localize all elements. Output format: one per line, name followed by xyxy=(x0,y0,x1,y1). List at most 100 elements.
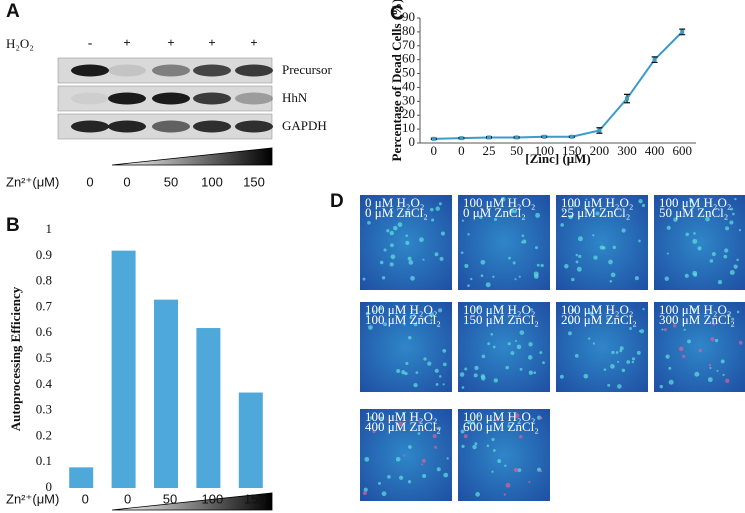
cell xyxy=(481,354,486,359)
cell xyxy=(364,456,370,462)
dose-label: Zn²⁺(μM) xyxy=(6,174,59,189)
cell xyxy=(381,491,387,497)
cell xyxy=(405,361,409,366)
cell xyxy=(534,246,539,250)
cell xyxy=(540,263,544,268)
cell xyxy=(439,256,444,261)
blot-band xyxy=(108,120,146,133)
cell xyxy=(610,272,616,278)
cell xyxy=(634,276,639,281)
cell xyxy=(697,246,702,251)
cell xyxy=(427,361,432,366)
cell xyxy=(417,432,421,435)
cell xyxy=(603,368,607,371)
cell xyxy=(730,207,734,211)
cell xyxy=(435,426,438,430)
cell xyxy=(592,234,595,237)
gradient-wedge xyxy=(111,492,273,511)
cell xyxy=(659,384,663,389)
cell xyxy=(673,217,678,222)
cell xyxy=(520,241,524,244)
bar xyxy=(154,299,178,488)
micrograph-label: 100 μM H₂O₂ xyxy=(365,302,437,317)
y-tick-label: 80 xyxy=(402,23,415,38)
cell xyxy=(510,351,515,355)
cell xyxy=(512,261,516,265)
x-tick-label: 50 xyxy=(163,491,177,506)
cell xyxy=(621,228,626,233)
cell xyxy=(710,337,715,342)
dose-value: 0 xyxy=(86,174,93,189)
panel-letter: D xyxy=(330,191,344,212)
micrograph-label: 0 μM H₂O₂ xyxy=(365,195,424,210)
y-tick-label: 70 xyxy=(402,37,415,52)
cell xyxy=(493,378,498,383)
cell xyxy=(528,370,534,375)
cell xyxy=(442,349,447,353)
cell xyxy=(429,312,434,317)
cell xyxy=(437,426,441,431)
cell xyxy=(723,254,728,259)
cell xyxy=(528,342,533,347)
cell xyxy=(389,230,394,236)
cell xyxy=(514,340,518,343)
cell xyxy=(522,239,527,244)
cell xyxy=(617,360,620,363)
cell xyxy=(514,278,517,281)
cell xyxy=(421,463,424,466)
cell xyxy=(682,354,686,359)
cell xyxy=(507,424,511,428)
cell xyxy=(519,330,525,335)
cell xyxy=(493,217,498,222)
cell xyxy=(729,270,735,276)
cell xyxy=(564,264,569,269)
micrograph-label: 100 μM H₂O₂ xyxy=(463,302,535,317)
cell xyxy=(533,271,539,277)
micrograph-label: 50 μM ZnCl₂ xyxy=(659,205,728,220)
micrograph-label: 100 μM H₂O₂ xyxy=(463,409,535,424)
y-tick-label: 20 xyxy=(402,106,415,121)
cell xyxy=(724,248,729,253)
series-line xyxy=(433,31,683,140)
cell xyxy=(432,434,437,439)
cell xyxy=(390,254,396,260)
cell xyxy=(395,456,401,462)
micrograph-label: 100 μM H₂O₂ xyxy=(659,195,731,210)
cell xyxy=(513,467,519,473)
cell xyxy=(491,470,494,473)
bar xyxy=(238,392,263,488)
micrograph xyxy=(360,409,452,501)
cell xyxy=(430,207,434,212)
cell xyxy=(571,277,575,282)
y-tick-label: 0.8 xyxy=(36,273,52,288)
cell xyxy=(725,378,730,383)
point xyxy=(431,136,436,141)
cell xyxy=(732,212,735,216)
cell xyxy=(736,258,739,262)
cell xyxy=(401,411,405,415)
cell xyxy=(631,360,635,364)
dose-value: 50 xyxy=(164,174,178,189)
cell xyxy=(474,442,478,446)
blot-band xyxy=(71,64,109,77)
cell xyxy=(641,203,646,208)
micrograph-label: 0 μM ZnCl₂ xyxy=(463,205,526,220)
cell xyxy=(410,275,415,281)
cell xyxy=(575,253,578,257)
micrograph-label: 100 μM H₂O₂ xyxy=(463,195,535,210)
cell xyxy=(693,232,696,235)
cell xyxy=(369,416,374,420)
point xyxy=(542,134,547,139)
micrograph-label: 200 μM ZnCl₂ xyxy=(561,312,637,327)
micrograph xyxy=(360,302,452,392)
y-tick-label: 40 xyxy=(402,78,415,93)
cell xyxy=(698,348,702,353)
cell xyxy=(731,317,735,321)
cell xyxy=(606,317,610,321)
cell xyxy=(711,251,716,257)
blot-band xyxy=(193,120,231,133)
cell xyxy=(602,246,606,250)
cell xyxy=(495,418,499,422)
cell xyxy=(530,308,533,311)
